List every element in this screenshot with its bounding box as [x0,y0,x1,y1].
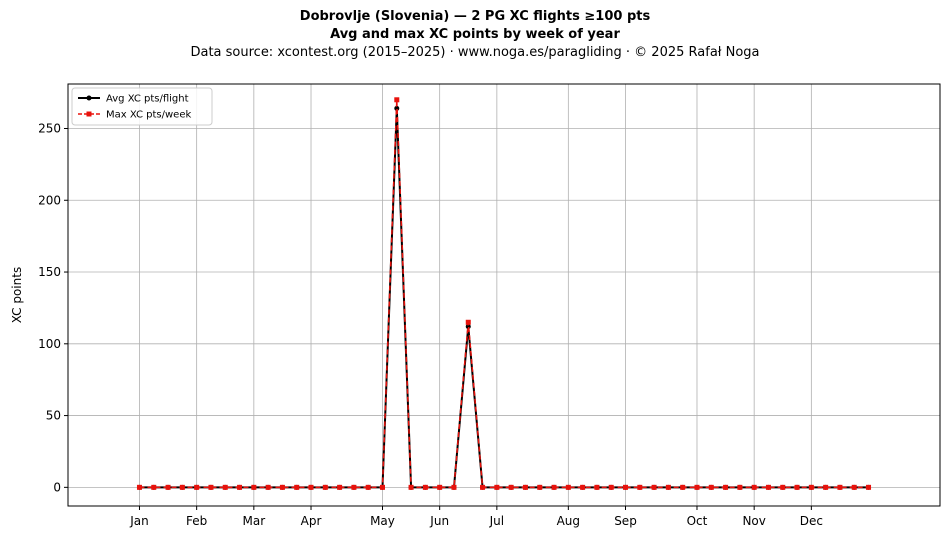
series-2-point [851,484,857,490]
series-2-point [337,484,343,490]
series-2-point [665,484,671,490]
series-2-point [194,484,200,490]
series-2-point [394,97,400,103]
x-tick-label: Apr [301,514,322,528]
series-2-point [537,484,543,490]
series-2-point [251,484,257,490]
x-tick-label: Feb [186,514,207,528]
series-1-point [465,324,471,330]
series-2-point [165,484,171,490]
series-2-point [437,484,443,490]
series-2-point [608,484,614,490]
legend-swatch-marker [86,95,92,101]
series-2-point [480,484,486,490]
series-2-point [294,484,300,490]
series-2-point [422,484,428,490]
series-2-point [551,484,557,490]
series-2-point [379,484,385,490]
y-tick-label: 250 [38,121,61,135]
legend-box [71,87,213,126]
series-2-point [594,484,600,490]
series-2-point [837,484,843,490]
series-2-point [651,484,657,490]
x-tick-label: Mar [243,514,266,528]
series-2-point [465,319,471,325]
legend-label: Avg XC pts/flight [106,94,189,105]
x-tick-label: Nov [742,514,765,528]
series-2-point [208,484,214,490]
series-2-point [451,484,457,490]
series-2-point [866,484,872,490]
x-tick-label: Jun [429,514,449,528]
series-1-point [394,105,400,111]
series-2-point [794,484,800,490]
series-2-point [222,484,228,490]
series-2-point [151,484,157,490]
title-block: Dobrovlje (Slovenia) — 2 PG XC flights ≥… [0,8,950,62]
series-2-point [494,484,500,490]
series-line-1 [139,107,869,489]
series-2-point [580,484,586,490]
series-2-point [179,484,185,490]
series-2-point [751,484,757,490]
series-2-point [623,484,629,490]
legend-label: Max XC pts/week [106,110,191,121]
series-2-point [823,484,829,490]
series-line-2 [139,99,869,489]
y-tick-label: 50 [46,409,61,423]
x-tick-label: Aug [557,514,580,528]
y-axis-label: XC points [10,267,24,323]
series-2-point [308,484,314,490]
x-tick-label: Jul [489,514,504,528]
series-2-point [780,484,786,490]
y-tick-label: 150 [38,265,61,279]
series-2-point [279,484,285,490]
y-tick-label: 0 [53,480,61,494]
x-tick-label: Sep [614,514,637,528]
series-2-point [637,484,643,490]
series-2-point [694,484,700,490]
series-2-point [508,484,514,490]
x-tick-label: Oct [687,514,708,528]
series-2-point [351,484,357,490]
series-2-point [265,484,271,490]
y-tick-label: 200 [38,193,61,207]
legend: Avg XC pts/flight Max XC pts/week [71,87,213,126]
chart-title-line1: Dobrovlje (Slovenia) — 2 PG XC flights ≥… [299,9,651,24]
series-2-point [565,484,571,490]
series-2-point [136,484,142,490]
series-2-point [737,484,743,490]
series-2-point [322,484,328,490]
series-2-point [723,484,729,490]
x-tick-label: Jan [129,514,149,528]
legend-swatch-marker [86,111,92,117]
y-tick-label: 100 [38,337,61,351]
chart-title-line2: Avg and max XC points by week of year [330,27,620,42]
plot-frame [67,83,941,507]
chart-subtitle: Data source: xcontest.org (2015–2025) · … [190,45,760,60]
series-2-point [708,484,714,490]
series-2-point [808,484,814,490]
series-2-point [522,484,528,490]
series-2-point [237,484,243,490]
series-2-point [408,484,414,490]
x-tick-label: May [370,514,395,528]
x-tick-label: Dec [800,514,823,528]
series-2-point [365,484,371,490]
series-2-point [680,484,686,490]
series-2-point [765,484,771,490]
